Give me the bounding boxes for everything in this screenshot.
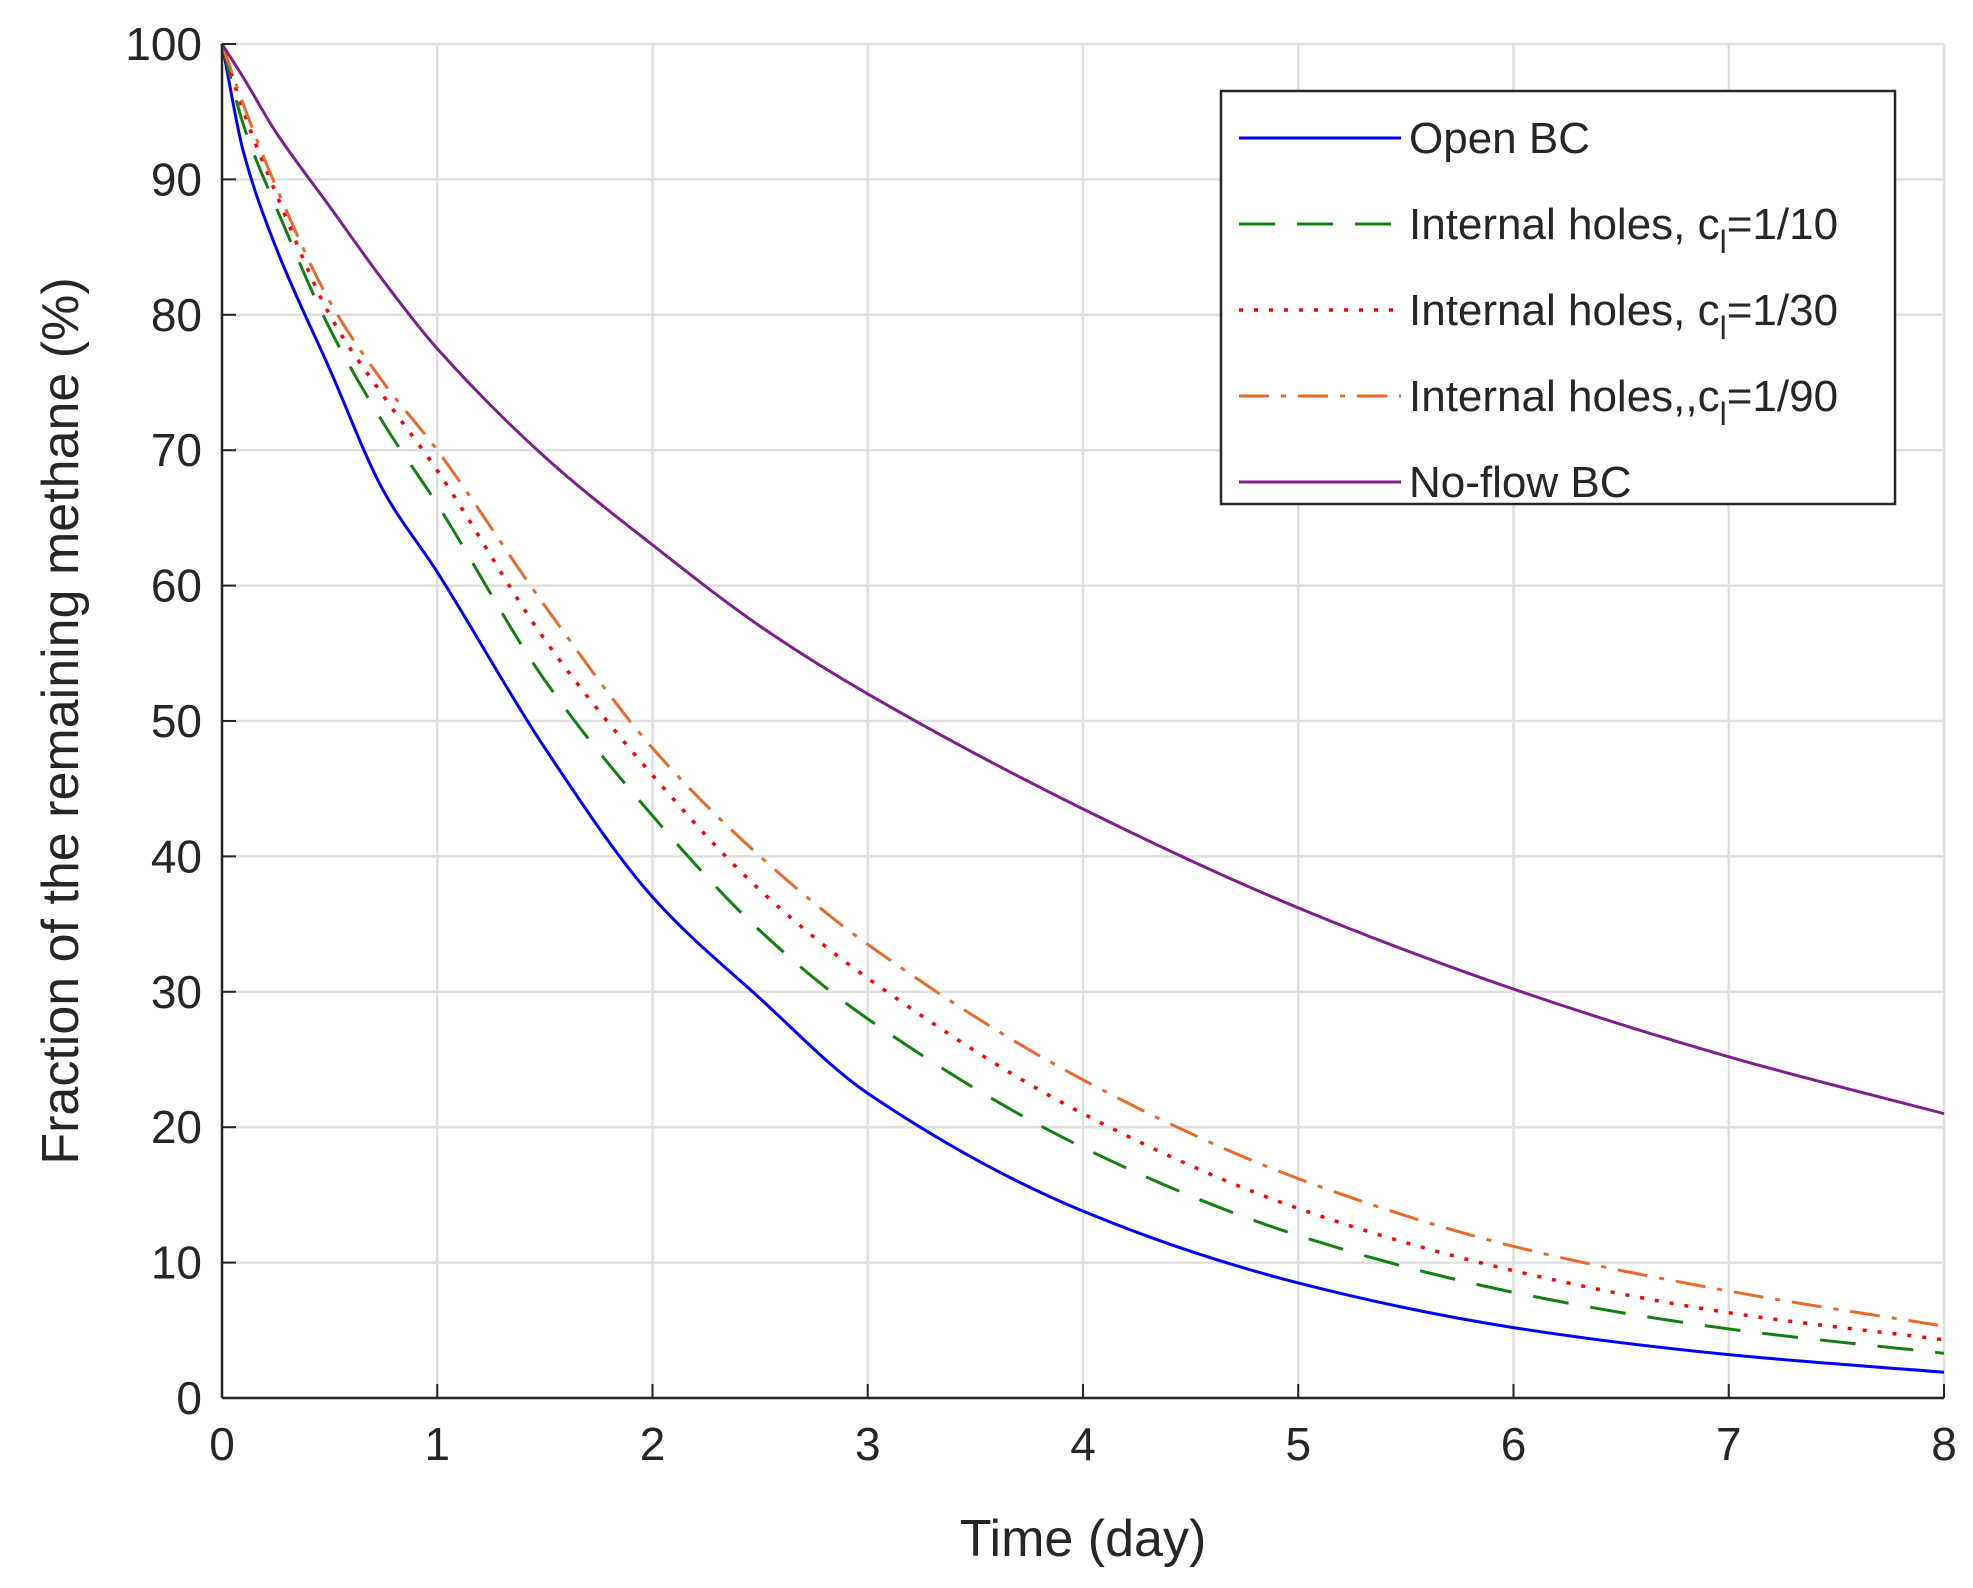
legend-label: Internal holes, cl=1/30 xyxy=(1409,286,1838,346)
series-lines xyxy=(220,43,1945,1374)
y-tick-label: 100 xyxy=(125,18,202,70)
x-tick-label: 8 xyxy=(1931,1418,1957,1470)
series-line-5 xyxy=(220,43,1945,1116)
series-line-3 xyxy=(220,43,1945,1342)
x-tick-label: 7 xyxy=(1716,1418,1742,1470)
x-tick-label: 3 xyxy=(855,1418,881,1470)
legend-label-suffix: =1/10 xyxy=(1727,200,1838,249)
legend-label: Internal holes,,cl=1/90 xyxy=(1409,372,1838,432)
legend-label-main: Internal holes, c xyxy=(1409,200,1720,249)
y-axis-title: Fraction of the remaining methane (%) xyxy=(32,277,90,1164)
y-tick-label: 70 xyxy=(151,424,202,476)
legend-label: Internal holes, cl=1/10 xyxy=(1409,200,1838,260)
legend-box xyxy=(1219,89,1897,506)
legend-label-subscript: l xyxy=(1720,310,1727,346)
legend-label-main: Internal holes, c xyxy=(1409,286,1720,335)
x-axis-title: Time (day) xyxy=(960,1510,1207,1568)
y-tick-label: 20 xyxy=(151,1101,202,1153)
legend-label: Open BC xyxy=(1409,114,1590,163)
x-tick-label: 1 xyxy=(424,1418,450,1470)
legend-label-main: Open BC xyxy=(1409,114,1590,163)
series-line-1 xyxy=(220,43,1945,1374)
x-tick-label: 6 xyxy=(1501,1418,1527,1470)
y-tick-label: 30 xyxy=(151,966,202,1018)
y-tick-label: 0 xyxy=(176,1372,202,1424)
legend-label-main: No-flow BC xyxy=(1409,458,1632,507)
legend-label: No-flow BC xyxy=(1409,458,1632,507)
series-line-2 xyxy=(220,43,1945,1355)
x-tick-label: 4 xyxy=(1070,1418,1096,1470)
series-line-4 xyxy=(220,43,1945,1328)
y-tick-label: 50 xyxy=(151,695,202,747)
legend-label-subscript: l xyxy=(1720,396,1727,432)
x-tick-label: 2 xyxy=(640,1418,666,1470)
legend-label-suffix: =1/30 xyxy=(1727,286,1838,335)
x-tick-label: 5 xyxy=(1285,1418,1311,1470)
y-tick-label: 90 xyxy=(151,153,202,205)
x-tick-label: 0 xyxy=(209,1418,235,1470)
y-tick-label: 60 xyxy=(151,560,202,612)
legend-label-suffix: =1/90 xyxy=(1727,372,1838,421)
legend-label-subscript: l xyxy=(1720,224,1727,260)
y-tick-label: 10 xyxy=(151,1237,202,1289)
y-tick-label: 80 xyxy=(151,289,202,341)
y-tick-label: 40 xyxy=(151,830,202,882)
legend-label-main: Internal holes,,c xyxy=(1409,372,1720,421)
